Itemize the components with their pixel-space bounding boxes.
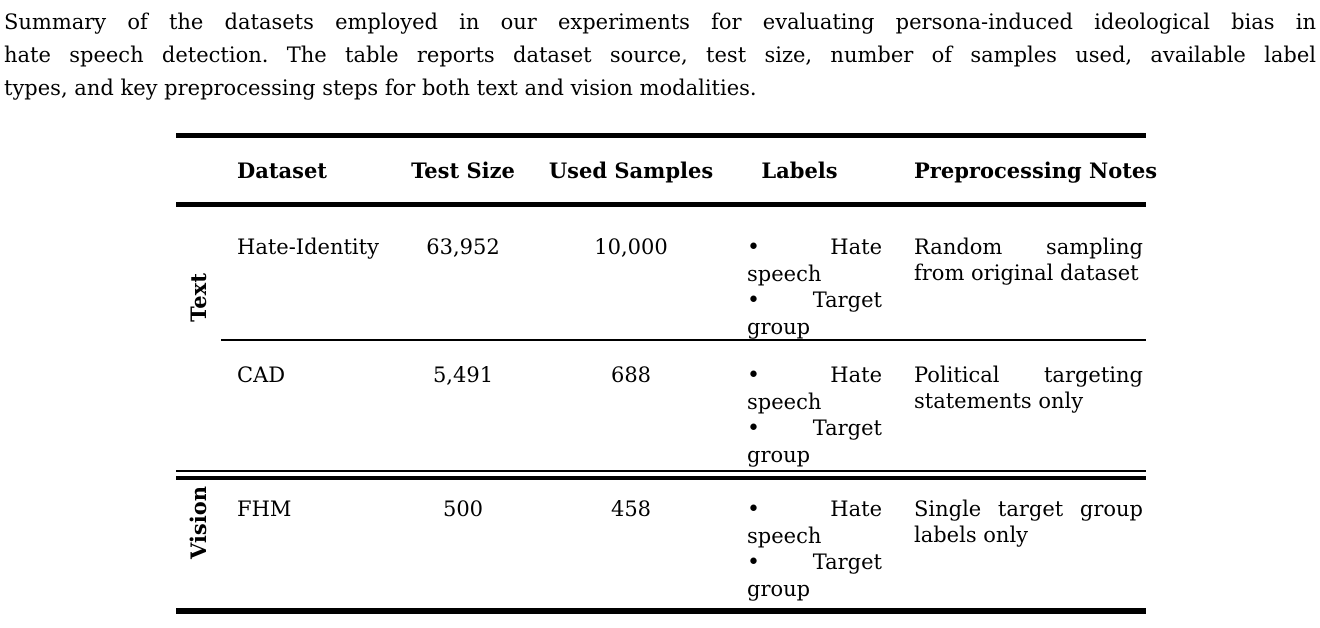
notes-line: statements only	[914, 389, 1084, 413]
dataset-cell: CAD	[237, 363, 286, 387]
label-item: Target	[812, 550, 882, 574]
label-item: group	[747, 577, 811, 601]
preprocessing-notes-cell: Political targeting statements only	[894, 362, 1146, 468]
label-item: speech	[747, 262, 822, 286]
test-size-cell: 63,952	[426, 235, 500, 259]
label-item: speech	[747, 524, 822, 548]
header-labels: Labels	[761, 157, 838, 183]
row-group-label-text: Vision	[186, 485, 212, 559]
table-row-fhm: FHM 500 458 • Hate speech • Target gr	[221, 480, 1146, 608]
datasets-table: Dataset Test Size Used Samples Labels Pr…	[176, 133, 1158, 614]
labels-cell: • Hate speech • Target group	[735, 362, 894, 468]
preprocessing-notes-cell: Single target group labels only	[894, 496, 1146, 608]
used-samples-cell: 458	[610, 497, 652, 521]
dataset-cell: FHM	[237, 497, 292, 521]
header-test-size: Test Size	[411, 157, 515, 183]
labels-cell: • Hate speech • Target group	[735, 234, 894, 340]
used-samples-cell: 688	[610, 363, 652, 387]
label-item: group	[747, 315, 811, 339]
bullet-icon: •	[747, 235, 760, 260]
header-dataset: Dataset	[237, 157, 328, 183]
caption-line: Summary of the datasets employed in our …	[4, 10, 1316, 34]
dataset-cell: Hate-Identity	[237, 235, 379, 259]
notes-word: Random	[914, 235, 1003, 259]
table-caption: Summary of the datasets employed in our …	[4, 6, 1316, 105]
bullet-icon: •	[747, 288, 760, 313]
section-double-rule	[176, 470, 1146, 480]
label-item: speech	[747, 390, 822, 414]
test-size-cell: 500	[442, 497, 484, 521]
notes-line: from original dataset	[914, 261, 1139, 285]
table-header-row: Dataset Test Size Used Samples Labels Pr…	[176, 138, 1158, 202]
label-item: Hate	[830, 497, 882, 521]
notes-word: Single	[914, 497, 982, 521]
table-bottom-rule	[176, 608, 1146, 614]
table-row-cad: CAD 5,491 688 • Hate speech • Target	[221, 341, 1146, 468]
labels-cell: • Hate speech • Target group	[735, 496, 894, 608]
header-bottom-rule	[176, 202, 1146, 207]
notes-word: group	[1079, 497, 1143, 521]
header-used-samples: Used Samples	[548, 157, 714, 183]
mid-rule	[221, 339, 1146, 341]
bullet-icon: •	[747, 497, 760, 522]
label-item: Hate	[830, 363, 882, 387]
notes-word: target	[997, 497, 1064, 521]
bullet-icon: •	[747, 363, 760, 388]
caption-line: hate speech detection. The table reports…	[4, 43, 1316, 67]
row-group-label-text: Text	[186, 273, 211, 322]
table-row-hate-identity: Hate-Identity 63,952 10,000 • Hate speec…	[221, 207, 1146, 339]
label-item: group	[747, 443, 811, 467]
row-group-label-cell: Text	[176, 207, 221, 468]
bullet-icon: •	[747, 550, 760, 575]
label-item: Target	[812, 288, 882, 312]
preprocessing-notes-cell: Random sampling from original dataset	[894, 234, 1146, 340]
notes-line: labels only	[914, 523, 1029, 547]
header-preprocessing-notes: Preprocessing Notes	[914, 157, 1158, 183]
table-top-rule	[176, 133, 1146, 138]
label-item: Hate	[830, 235, 882, 259]
bullet-icon: •	[747, 416, 760, 441]
used-samples-cell: 10,000	[594, 235, 668, 259]
test-size-cell: 5,491	[432, 363, 494, 387]
row-group-label-cell: Vision	[176, 480, 221, 608]
notes-word: targeting	[1043, 363, 1143, 387]
notes-word: sampling	[1045, 235, 1143, 259]
row-group-vision: Vision FHM 500 458 • Hate speech •	[176, 480, 1146, 608]
notes-word: Political	[914, 363, 1000, 387]
row-group-text: Text Hate-Identity 63,952 10,000 • Hate …	[176, 207, 1146, 468]
label-item: Target	[812, 416, 882, 440]
caption-line: types, and key preprocessing steps for b…	[4, 76, 757, 100]
